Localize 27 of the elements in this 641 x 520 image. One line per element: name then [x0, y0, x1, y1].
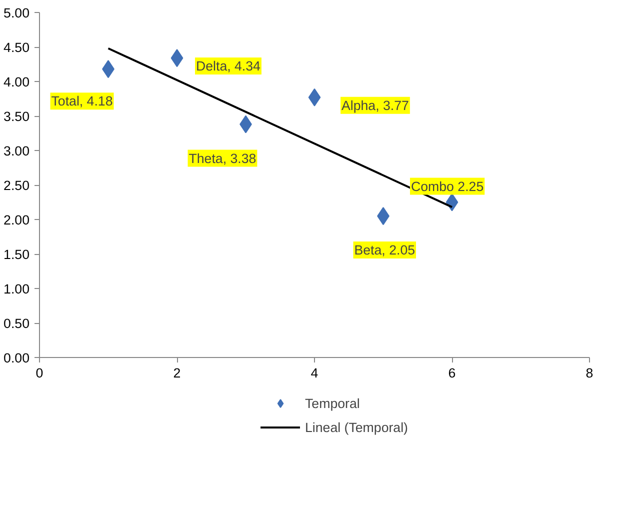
annotation: Delta, 4.34: [196, 58, 262, 74]
annotation: Alpha, 3.77: [342, 98, 409, 113]
y-tick-label: 0.00: [4, 350, 30, 366]
y-tick-label: 2.50: [4, 178, 30, 193]
x-tick-label: 4: [310, 366, 319, 380]
point: [446, 193, 458, 212]
y-tick-label: 3.00: [4, 144, 30, 158]
legend-label: Lineal (Temporal): [305, 420, 408, 434]
x-tick-label: 0: [36, 366, 44, 380]
y-tick-label: 0.50: [4, 316, 30, 331]
y-tick-label: 1.50: [4, 247, 30, 262]
y-tick-label: 4.00: [4, 74, 30, 90]
y-tick-label: 5.00: [4, 6, 30, 20]
point: [308, 88, 321, 106]
annotation: Theta, 3.38: [188, 150, 256, 166]
x-tick-label: 6: [448, 366, 456, 380]
x-tick-label: 2: [173, 366, 181, 380]
y-tick-label: 2.00: [4, 212, 30, 228]
y-tick-label: 3.50: [4, 109, 30, 124]
annotation: Total, 4.18: [51, 94, 113, 109]
legend-label: Temporal: [305, 396, 360, 410]
annotation: Combo 2.25: [411, 178, 484, 194]
y-tick-label: 1.00: [4, 282, 30, 296]
point: [170, 49, 184, 68]
x-tick-label: 8: [586, 366, 594, 380]
annotation: Beta, 2.05: [354, 242, 416, 258]
y-tick-label: 4.50: [4, 40, 30, 55]
